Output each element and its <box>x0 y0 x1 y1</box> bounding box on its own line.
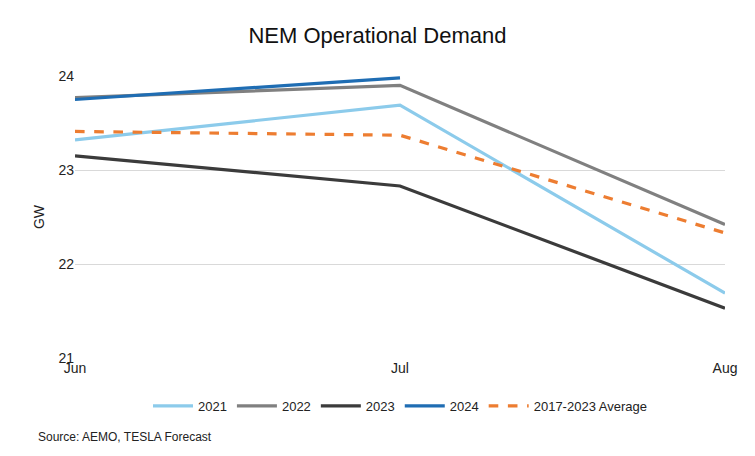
svg-text:GW: GW <box>31 204 47 229</box>
svg-text:2024: 2024 <box>450 399 479 414</box>
svg-text:24: 24 <box>58 68 74 84</box>
svg-text:Aug: Aug <box>713 360 738 376</box>
svg-text:Source: AEMO, TESLA Forecast: Source: AEMO, TESLA Forecast <box>38 430 212 444</box>
svg-text:Jul: Jul <box>391 360 409 376</box>
svg-text:Jun: Jun <box>64 360 87 376</box>
svg-text:23: 23 <box>58 162 74 178</box>
svg-text:2021: 2021 <box>198 399 227 414</box>
svg-text:21: 21 <box>58 350 74 366</box>
svg-text:2023: 2023 <box>366 399 395 414</box>
svg-text:NEM Operational Demand: NEM Operational Demand <box>248 23 506 48</box>
svg-text:22: 22 <box>58 256 74 272</box>
svg-text:2017-2023 Average: 2017-2023 Average <box>534 399 647 414</box>
svg-text:2022: 2022 <box>282 399 311 414</box>
